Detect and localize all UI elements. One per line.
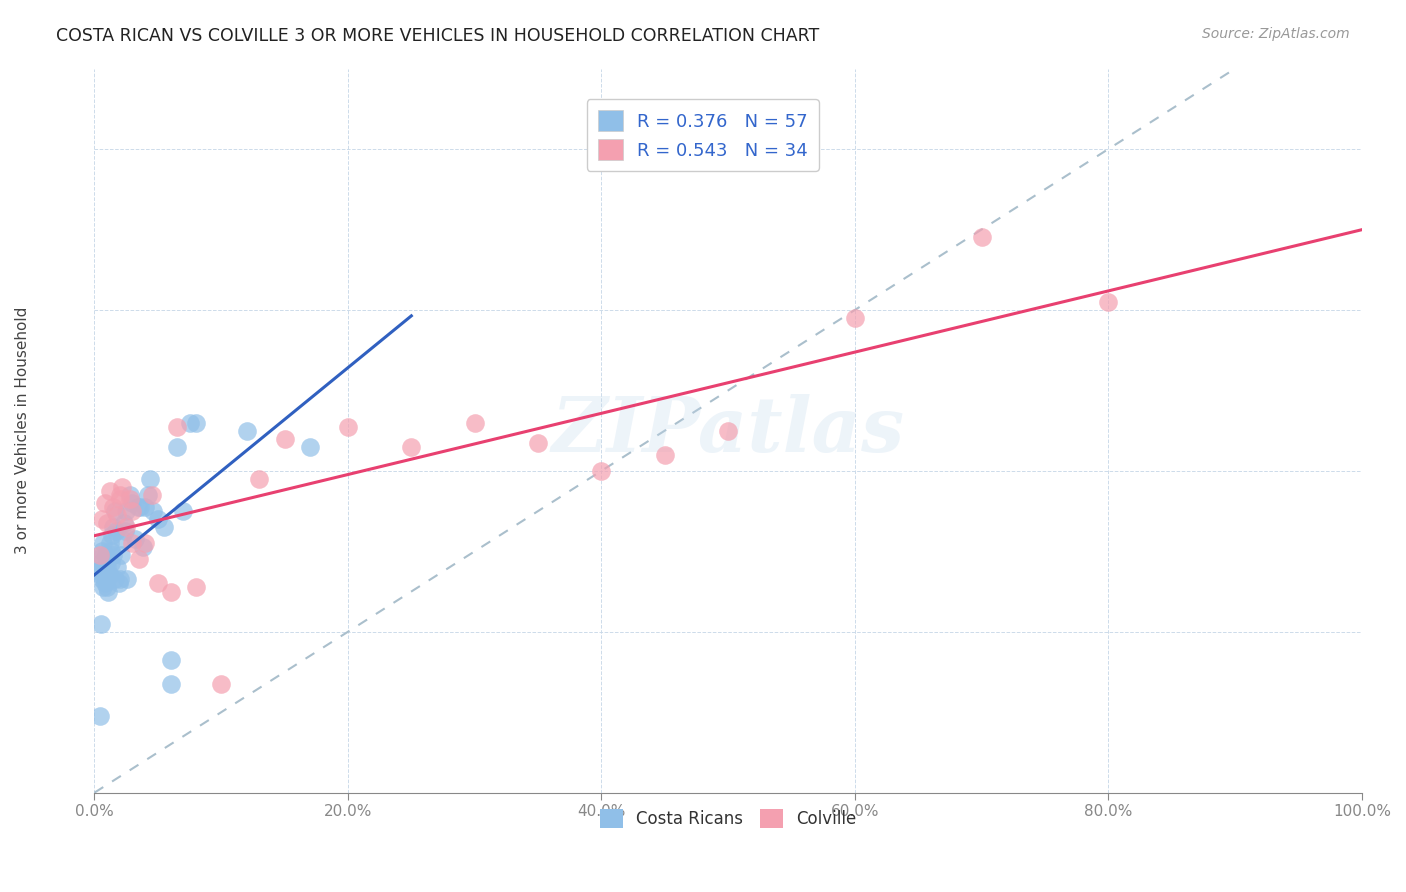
Point [970, 230, 993, 244]
Point [86, 552, 108, 566]
Point [717, 424, 740, 438]
Point [128, 552, 150, 566]
Point [134, 500, 156, 514]
Point [117, 573, 139, 587]
Point [298, 440, 321, 454]
Point [112, 516, 135, 530]
Point [108, 491, 131, 506]
Point [107, 576, 129, 591]
Point [127, 500, 149, 514]
Point [166, 419, 188, 434]
Point [87, 565, 110, 579]
Point [591, 464, 613, 478]
Point [97, 584, 120, 599]
Point [115, 520, 138, 534]
Point [464, 416, 486, 430]
Point [108, 573, 131, 587]
Point [103, 549, 125, 563]
Point [97, 552, 120, 566]
Point [111, 480, 134, 494]
Point [93, 536, 115, 550]
Y-axis label: 3 or more Vehicles in Household: 3 or more Vehicles in Household [15, 307, 30, 554]
Text: Source: ZipAtlas.com: Source: ZipAtlas.com [1202, 27, 1350, 41]
Point [139, 472, 162, 486]
Point [100, 544, 122, 558]
Point [273, 432, 295, 446]
Point [141, 488, 163, 502]
Point [118, 491, 141, 506]
Point [184, 416, 207, 430]
Point [401, 440, 423, 454]
Point [172, 504, 194, 518]
Point [105, 560, 128, 574]
Point [129, 500, 152, 514]
Point [90, 616, 112, 631]
Point [91, 544, 114, 558]
Point [110, 549, 132, 563]
Point [98, 483, 121, 498]
Point [136, 488, 159, 502]
Text: ZIPatlas: ZIPatlas [551, 393, 905, 467]
Point [131, 541, 153, 555]
Point [1097, 294, 1119, 309]
Point [98, 536, 121, 550]
Point [104, 573, 127, 587]
Point [103, 500, 125, 514]
Point [90, 568, 112, 582]
Point [93, 581, 115, 595]
Point [91, 512, 114, 526]
Point [96, 560, 118, 574]
Point [654, 448, 676, 462]
Legend: Costa Ricans, Colville: Costa Ricans, Colville [593, 803, 863, 835]
Point [96, 516, 118, 530]
Point [159, 677, 181, 691]
Point [89, 549, 111, 563]
Point [159, 653, 181, 667]
Point [93, 496, 115, 510]
Point [101, 528, 124, 542]
Point [121, 496, 143, 510]
Point [142, 504, 165, 518]
Point [121, 536, 143, 550]
Point [108, 488, 131, 502]
Point [247, 472, 270, 486]
Point [93, 576, 115, 591]
Point [100, 557, 122, 571]
Point [179, 416, 201, 430]
Point [336, 419, 359, 434]
Point [111, 532, 134, 546]
Point [166, 440, 188, 454]
Point [209, 677, 232, 691]
Point [93, 560, 115, 574]
Point [184, 581, 207, 595]
Point [235, 424, 257, 438]
Point [114, 524, 136, 538]
Point [159, 584, 181, 599]
Point [103, 520, 125, 534]
Point [94, 549, 117, 563]
Point [121, 504, 143, 518]
Point [104, 504, 127, 518]
Point [105, 524, 128, 538]
Point [98, 568, 121, 582]
Point [89, 557, 111, 571]
Text: COSTA RICAN VS COLVILLE 3 OR MORE VEHICLES IN HOUSEHOLD CORRELATION CHART: COSTA RICAN VS COLVILLE 3 OR MORE VEHICL… [56, 27, 820, 45]
Point [115, 504, 138, 518]
Point [527, 435, 550, 450]
Point [118, 488, 141, 502]
Point [146, 512, 169, 526]
Point [96, 581, 118, 595]
Point [91, 573, 114, 587]
Point [94, 573, 117, 587]
Point [124, 532, 146, 546]
Point [153, 520, 176, 534]
Point [134, 536, 156, 550]
Point [844, 310, 866, 325]
Point [105, 508, 128, 522]
Point [146, 576, 169, 591]
Point [89, 709, 111, 723]
